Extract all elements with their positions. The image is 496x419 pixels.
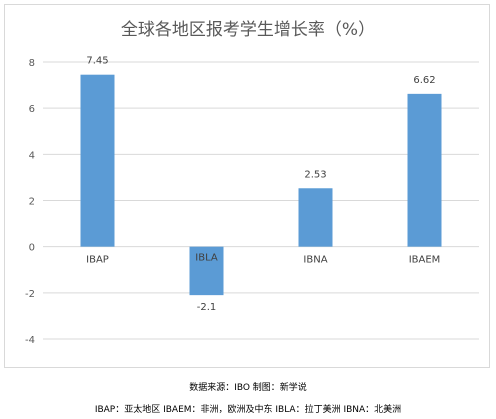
bar-ibaem	[407, 93, 442, 247]
y-tick-label: 6	[29, 104, 35, 115]
chart-title: 全球各地区报考学生增长率（%）	[121, 20, 375, 40]
source-note: 数据来源：IBO 制图：新学说	[189, 383, 307, 393]
category-label: IBNA	[303, 255, 327, 266]
data-label: 6.62	[413, 75, 435, 86]
bar-chart: 全球各地区报考学生增长率（%） 8 6 4 2 0 -2 -4 IBAP 7.45 IBLA -2.…	[25, 20, 479, 346]
data-label: 7.45	[86, 56, 108, 67]
category-label: IBAEM	[409, 255, 441, 266]
y-tick-label: 0	[29, 243, 35, 254]
y-tick-label: -2	[25, 289, 35, 300]
y-tick-label: 8	[29, 58, 35, 69]
category-label: IBLA	[195, 253, 218, 264]
y-tick-label: -4	[25, 335, 35, 346]
category-label: IBAP	[86, 255, 109, 266]
y-tick-label: 4	[29, 150, 35, 161]
abbreviation-legend: IBAP：亚太地区 IBAEM：非洲，欧洲及中东 IBLA：拉丁美洲 IBNA：…	[94, 405, 402, 415]
bar-ibap	[80, 74, 115, 247]
chart-container: 全球各地区报考学生增长率（%） 8 6 4 2 0 -2 -4 IBAP 7.45 IBLA -2.…	[4, 4, 490, 368]
data-label: 2.53	[304, 169, 326, 180]
bar-ibna	[298, 188, 333, 247]
y-tick-label: 2	[29, 197, 35, 208]
bar-ibla	[189, 246, 224, 296]
data-label: -2.1	[197, 302, 217, 313]
